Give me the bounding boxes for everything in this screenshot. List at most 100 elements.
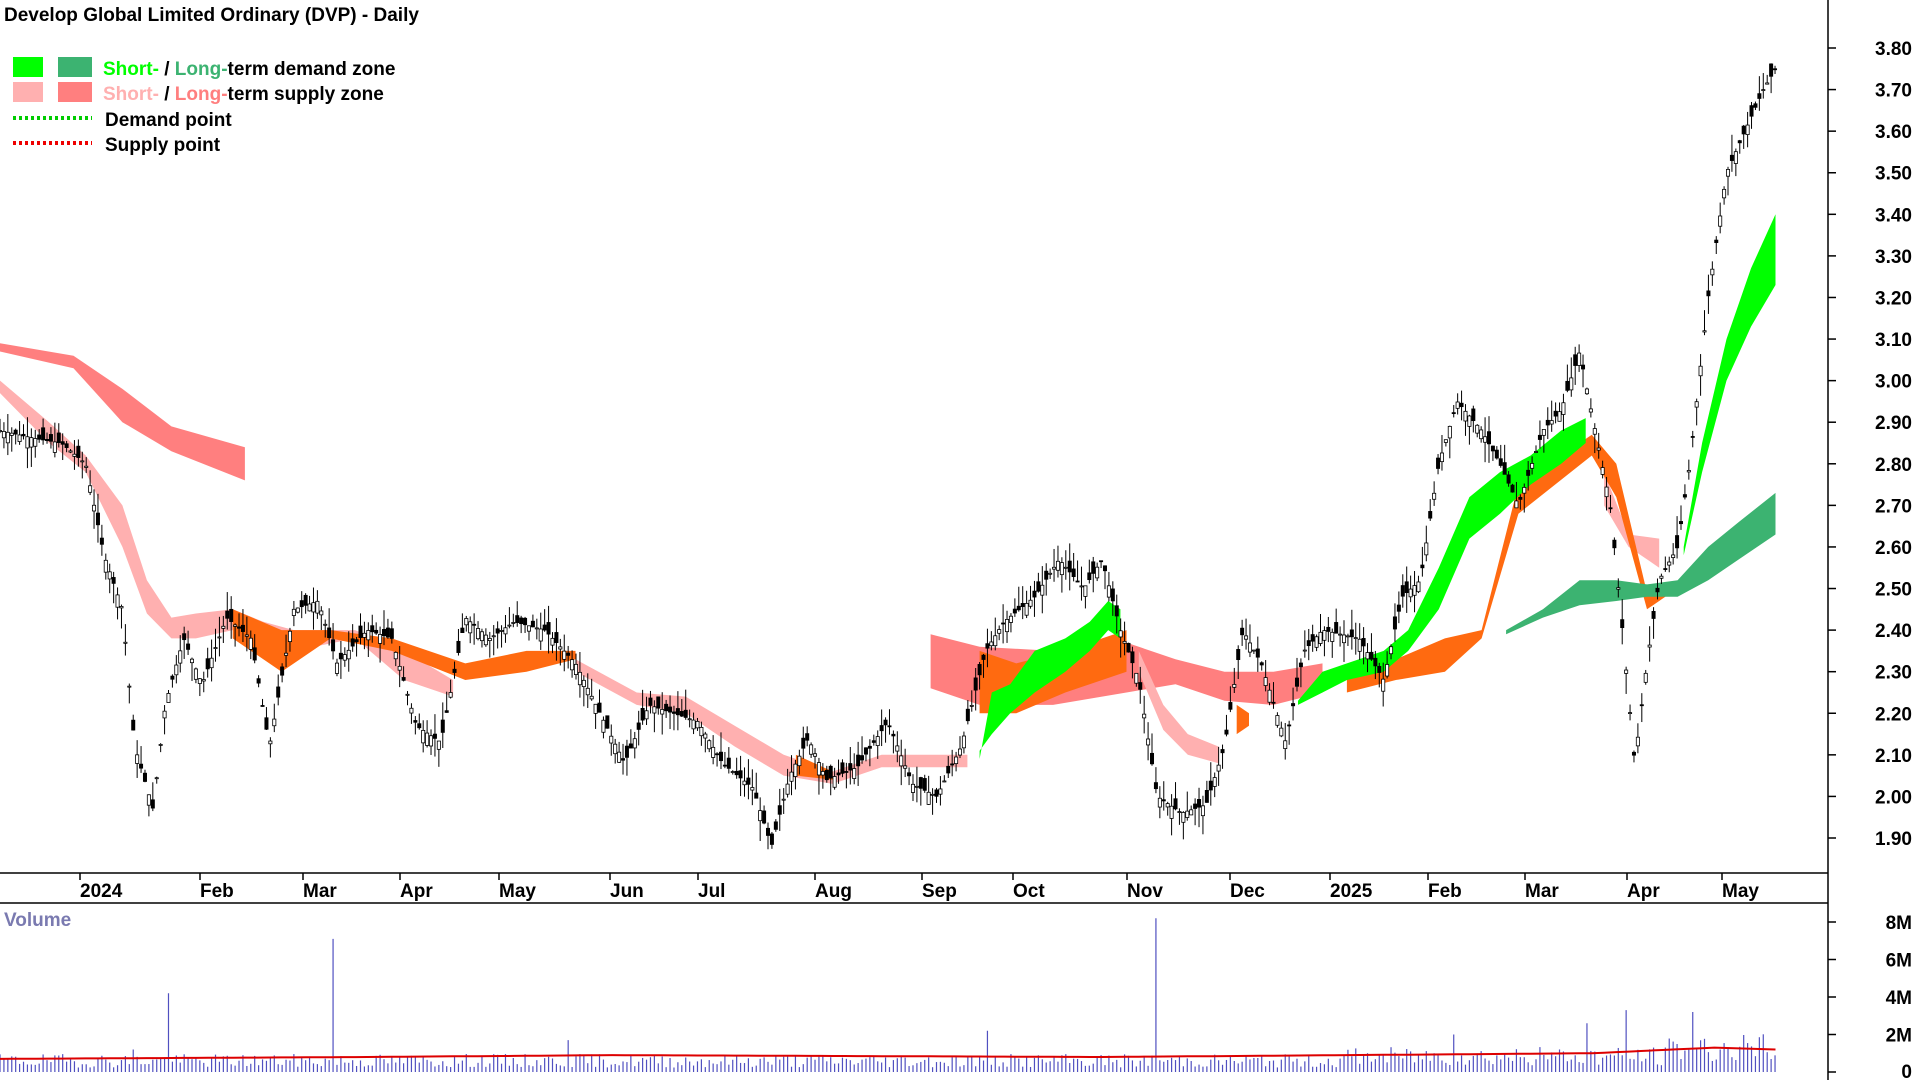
candle-body — [1110, 588, 1115, 602]
candle-body — [891, 733, 896, 737]
candle-body — [574, 663, 579, 675]
candle-body — [1635, 736, 1640, 747]
candle-body — [99, 537, 104, 545]
candle-body — [1275, 715, 1280, 726]
candle-body — [1087, 572, 1092, 581]
legend-supply-rest: term supply zone — [228, 84, 384, 105]
price-tick-label: 3.00 — [1875, 372, 1912, 393]
candle-body — [452, 668, 457, 673]
candle-body — [1541, 429, 1546, 436]
candle-body — [389, 628, 394, 639]
candle-body — [1620, 619, 1625, 629]
overlap-zone — [232, 609, 576, 680]
candle-body — [1643, 672, 1648, 683]
candle-body — [523, 617, 528, 626]
candle-body — [632, 738, 637, 749]
candle-body — [448, 692, 453, 698]
candle-body — [734, 770, 739, 776]
candle-body — [1667, 561, 1672, 566]
legend: Short- / Long-term demand zone Short- / … — [13, 57, 395, 156]
candle-body — [1631, 751, 1636, 756]
candle-body — [801, 737, 806, 749]
candle-body — [958, 748, 963, 756]
candle-body — [1220, 749, 1225, 754]
candle-body — [146, 794, 151, 806]
candle-body — [1424, 542, 1429, 556]
candle-body — [1514, 500, 1519, 509]
candle-body — [617, 751, 622, 763]
candle-body — [820, 771, 825, 776]
x-tick-label: Apr — [400, 881, 433, 902]
candle-body — [1655, 587, 1660, 593]
candle-body — [213, 647, 218, 649]
candle-body — [80, 460, 85, 463]
candle-body — [660, 709, 665, 715]
candle-body — [1334, 622, 1339, 634]
candle-body — [1588, 408, 1593, 413]
candle-body — [895, 745, 900, 752]
x-tick-label: Jun — [610, 881, 644, 902]
volume-tick-label: 2M — [1886, 1026, 1912, 1047]
short-term-demand-zone — [1683, 214, 1776, 556]
candle-body — [777, 805, 782, 815]
price-tick-label: 2.90 — [1875, 413, 1912, 434]
candle-body — [1032, 590, 1037, 598]
candle-body — [264, 717, 269, 730]
candle-body — [1279, 727, 1284, 737]
candle-body — [1005, 618, 1010, 633]
price-tick-label: 2.10 — [1875, 746, 1912, 767]
candle-body — [570, 659, 575, 671]
candle-body — [166, 693, 171, 703]
candle-body — [1416, 581, 1421, 593]
candle-body — [1267, 689, 1272, 703]
candle-body — [307, 603, 312, 612]
candle-body — [342, 654, 347, 661]
candle-body — [1216, 764, 1221, 772]
candle-body — [711, 746, 716, 758]
candle-body — [1702, 330, 1707, 333]
candle-body — [1733, 151, 1738, 164]
candle-body — [1467, 415, 1472, 427]
short-term-supply-zone — [575, 659, 968, 784]
candle-body — [111, 577, 116, 584]
candle-body — [338, 652, 343, 660]
candle-body — [989, 641, 994, 647]
candle-body — [178, 650, 183, 664]
candle-body — [417, 723, 422, 729]
candle-body — [871, 740, 876, 743]
candle-body — [1408, 588, 1413, 598]
candle-body — [103, 559, 108, 573]
candle-body — [107, 571, 112, 580]
candle-body — [726, 757, 731, 769]
candle-body — [609, 735, 614, 744]
candle-body — [715, 753, 720, 756]
candle-body — [1138, 682, 1143, 690]
volume-layer — [0, 918, 1776, 1072]
candle-body — [695, 721, 700, 729]
candle-body — [1040, 584, 1045, 596]
candle-body — [1624, 669, 1629, 674]
candle-body — [1451, 412, 1456, 415]
volume-tick-label: 0 — [1901, 1062, 1912, 1080]
candle-body — [762, 810, 767, 824]
candle-body — [1247, 642, 1252, 653]
overlap-zone — [1236, 704, 1249, 735]
candle-body — [668, 706, 673, 713]
legend-demand-zone-text: Short- / Long-term demand zone — [103, 59, 395, 80]
candle-body — [272, 718, 277, 727]
candle-body — [813, 753, 818, 757]
candle-body — [41, 427, 46, 441]
candle-body — [37, 434, 42, 440]
candle-body — [1338, 633, 1343, 636]
legend-supply-short: Short- — [103, 84, 159, 105]
candle-body — [503, 627, 508, 635]
candle-body — [327, 627, 332, 638]
candle-body — [1753, 103, 1758, 108]
zones-layer — [0, 214, 1776, 784]
candle-body — [1569, 377, 1574, 391]
candle-body — [856, 754, 861, 767]
candle-body — [981, 654, 986, 660]
candle-body — [942, 780, 947, 783]
candle-body — [550, 637, 555, 646]
candle-body — [1400, 585, 1405, 597]
